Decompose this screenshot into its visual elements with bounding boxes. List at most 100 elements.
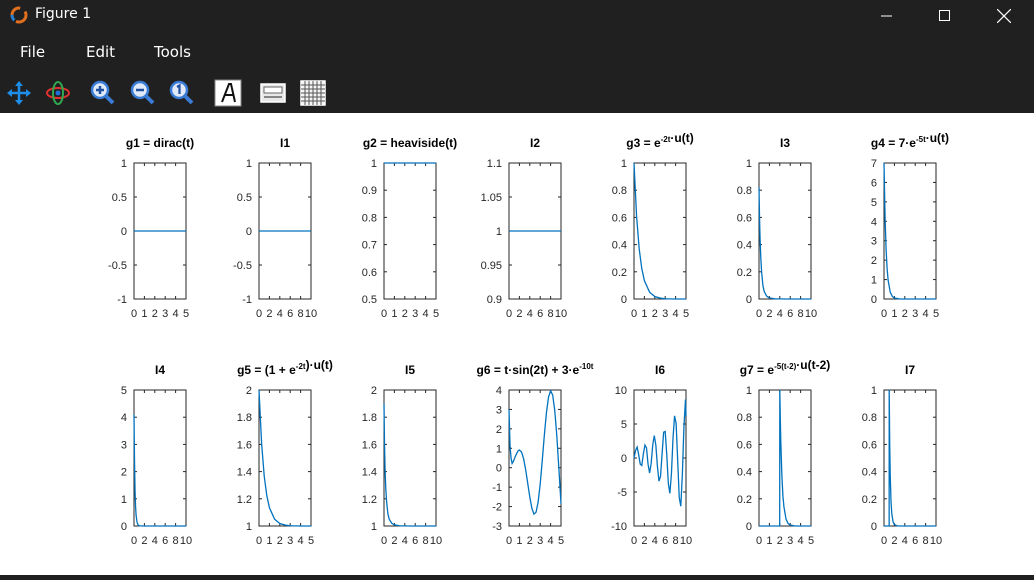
title-segment: g4 = 7·e — [871, 136, 916, 150]
figure-canvas: -1 -0.5 0 0.5 1 0 1 2 3 4 5 g1 = dirac(t) -1 -0.5 0 0.5… — [0, 113, 1034, 575]
zoom-reset-button[interactable] — [165, 77, 197, 109]
x-tick-label: 10 — [805, 308, 817, 320]
y-tick-label: 1 — [121, 158, 127, 170]
y-tick-label: 5 — [621, 419, 627, 431]
title-segment: I1 — [280, 136, 290, 150]
text-annotation-button[interactable] — [212, 77, 244, 109]
y-tick-label: 1 — [871, 385, 877, 397]
maximize-button[interactable] — [922, 0, 968, 31]
rotate-3d-button[interactable] — [42, 77, 74, 109]
axes-box — [383, 389, 437, 527]
x-tick-label: 2 — [152, 308, 158, 320]
x-tick-label: 1 — [391, 308, 397, 320]
subplot: 11.21.41.61.820 1 2 3 4 5g5 = (1 + e-2t)·u(t) — [237, 358, 333, 547]
grid-button[interactable] — [297, 77, 329, 109]
x-tick-label: 0 — [381, 535, 387, 547]
x-tick-label: 3 — [162, 308, 168, 320]
y-tick-label: 0.4 — [612, 240, 627, 252]
status-strip — [0, 575, 1034, 580]
zoom-in-button[interactable] — [86, 77, 118, 109]
x-tick-label: 6 — [287, 308, 293, 320]
y-tick-label: 0.4 — [737, 240, 752, 252]
x-tick-label: 2 — [516, 308, 522, 320]
y-tick-label: 0.8 — [362, 212, 377, 224]
title-segment: ·u(t) — [926, 131, 949, 145]
minimize-icon — [881, 15, 892, 16]
y-tick-label: 0.6 — [737, 212, 752, 224]
x-tick-label: 1 — [766, 535, 772, 547]
title-segment: -2t — [296, 362, 306, 371]
x-tick-label: 10 — [555, 308, 567, 320]
x-tick-label: 0 — [131, 308, 137, 320]
x-tick-label: 1 — [266, 535, 272, 547]
pan-button[interactable] — [3, 77, 35, 109]
y-tick-label: 0.2 — [862, 494, 877, 506]
y-tick-label: -1 — [242, 294, 252, 306]
x-tick-label: 4 — [152, 535, 158, 547]
y-tick-label: 1.6 — [237, 439, 252, 451]
x-tick-label: 0 — [756, 535, 762, 547]
y-tick-label: 0.4 — [737, 467, 752, 479]
x-tick-label: 0 — [631, 535, 637, 547]
x-tick-label: 10 — [430, 535, 442, 547]
x-tick-label: 3 — [787, 535, 793, 547]
menu-file[interactable]: File — [20, 43, 46, 61]
menu-edit[interactable]: Edit — [86, 43, 116, 61]
y-tick-label: -5 — [617, 487, 627, 499]
y-tick-label: 0.8 — [612, 185, 627, 197]
y-tick-label: 0.2 — [737, 267, 752, 279]
x-tick-label: 8 — [298, 308, 304, 320]
maximize-icon — [939, 9, 950, 21]
x-tick-label: 6 — [412, 535, 418, 547]
y-tick-label: 0.6 — [612, 212, 627, 224]
x-tick-label: 6 — [537, 308, 543, 320]
y-tick-label: -0.5 — [108, 260, 127, 272]
x-tick-label: 4 — [527, 308, 533, 320]
x-tick-label: 8 — [548, 308, 554, 320]
y-tick-label: 0 — [746, 294, 752, 306]
x-tick-label: 2 — [527, 535, 533, 547]
minimize-button[interactable] — [864, 0, 910, 31]
title-segment: -5(t-2) — [774, 362, 797, 371]
menu-tools[interactable]: Tools — [154, 43, 191, 61]
series-line — [884, 389, 936, 527]
y-tick-label: 0 — [621, 453, 627, 465]
close-button[interactable] — [981, 0, 1027, 31]
y-tick-label: -1 — [492, 482, 502, 494]
x-tick-label: 0 — [256, 535, 262, 547]
matlab-logo-icon — [10, 6, 28, 24]
x-tick-label: 4 — [423, 308, 429, 320]
x-tick-label: 5 — [808, 535, 814, 547]
x-tick-label: 4 — [652, 535, 658, 547]
axes-box — [133, 389, 187, 527]
title-segment: I3 — [780, 136, 790, 150]
plot-title: I7 — [905, 363, 915, 377]
x-tick-label: 3 — [662, 308, 668, 320]
title-segment: g5 = (1 + e — [237, 363, 296, 377]
plot-title: g4 = 7·e-5t·u(t) — [871, 131, 949, 150]
x-tick-label: 1 — [516, 535, 522, 547]
x-tick-label: 2 — [641, 535, 647, 547]
y-tick-label: 1.8 — [362, 412, 377, 424]
y-tick-label: 0.95 — [481, 260, 502, 272]
y-tick-label: 1.6 — [362, 439, 377, 451]
y-tick-label: 1 — [746, 158, 752, 170]
y-tick-label: 2 — [246, 385, 252, 397]
x-tick-label: 0 — [631, 308, 637, 320]
x-tick-label: 4 — [777, 308, 783, 320]
x-tick-label: 2 — [766, 308, 772, 320]
y-tick-label: 1 — [871, 275, 877, 287]
colorbar-button[interactable] — [257, 77, 289, 109]
figure-toolbar — [0, 73, 1034, 113]
y-tick-label: 4 — [871, 216, 877, 228]
y-tick-label: 3 — [871, 236, 877, 248]
x-tick-label: 4 — [923, 308, 929, 320]
zoom-out-button[interactable] — [126, 77, 158, 109]
plot-title: I1 — [280, 136, 290, 150]
title-segment: g6 = t·sin(2t) + 3·e — [477, 363, 580, 377]
y-tick-label: -1 — [117, 294, 127, 306]
x-tick-label: 2 — [141, 535, 147, 547]
